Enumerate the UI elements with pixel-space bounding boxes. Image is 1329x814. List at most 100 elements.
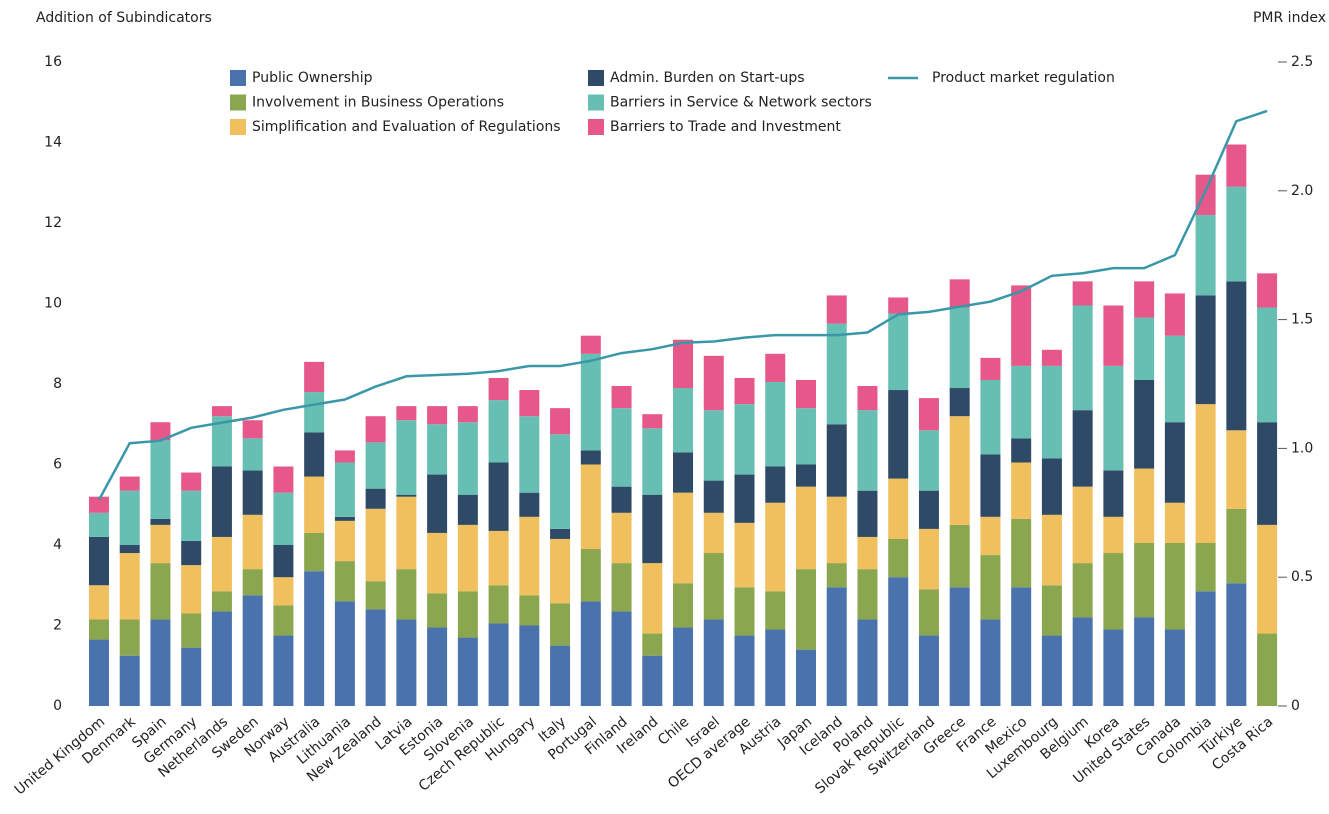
bar-segment [1195,591,1216,706]
bar-segment [795,649,816,706]
y2-tick-label: 1.0 [1291,440,1313,456]
bar-segment [673,388,694,453]
bar-segment [795,379,816,409]
bar-segment [795,464,816,487]
bar-segment [1134,542,1155,618]
bar-segment [334,450,355,463]
bar-segment [181,565,202,614]
bar-segment [765,381,786,467]
legend-label: Barriers in Service & Network sectors [610,95,872,111]
bar-segment [181,647,202,706]
bar-segment [888,577,909,706]
legend-label: Involvement in Business Operations [252,95,504,111]
bar-segment [1257,422,1278,525]
bar-segment [1011,285,1032,366]
bar-segment [1134,317,1155,380]
bar-segment [1195,214,1216,296]
bar-segment [1195,174,1216,215]
bar-segment [857,569,878,620]
bar-segment [1103,470,1124,517]
bar-segment [1164,629,1185,706]
y-tick-label: 2 [53,618,62,634]
bar-segment [304,532,325,572]
bar-segment [734,635,755,706]
bar-segment [181,472,202,491]
bar-segment [88,536,109,586]
bar-segment [88,639,109,706]
bar-segment [1226,186,1247,282]
bar-segment [980,357,1001,380]
bar-segment [1072,281,1093,306]
bar-segment [1011,518,1032,588]
bar-segment [1257,633,1278,706]
bar-segment [488,623,509,706]
bar-segment [396,619,417,706]
bar-segment [673,492,694,584]
bar-segment [949,416,970,525]
bar-segment [1072,410,1093,487]
bar-segment [580,464,601,550]
bar-segment [1072,305,1093,411]
bar-segment [1041,365,1062,459]
bar-segment [88,496,109,513]
bar-segment [550,408,571,435]
bar-segment [888,313,909,391]
bar-segment [334,516,355,521]
bar-segment [918,430,939,491]
bar-segment [273,492,294,545]
bar-segment [673,339,694,389]
bar-segment [181,490,202,541]
bar-segment [734,522,755,588]
bar-segment [857,386,878,411]
bar-segment [980,619,1001,706]
bar-segment [427,627,448,706]
bar-segment [580,353,601,451]
bar-segment [826,295,847,324]
bar-segment [242,420,263,439]
bar-segment [457,524,478,592]
bar-segment [457,637,478,706]
bar-segment [211,536,232,592]
bar-segment [1164,335,1185,423]
y2-tick-label: 0 [1291,698,1300,714]
bar-segment [611,563,632,612]
bar-segment [703,619,724,706]
bar-segment [980,516,1001,556]
bar-segment [242,470,263,515]
bar-segment [519,492,540,517]
y2-tick-label: 0.5 [1291,569,1313,585]
legend-swatch [230,119,246,135]
bar-segment [734,404,755,475]
bar-segment [334,601,355,706]
bar-segment [1103,305,1124,366]
bar-segment [734,377,755,405]
bar-segment [703,410,724,481]
bar-segment [242,438,263,471]
y-tick-label: 12 [44,215,62,231]
bar-segment [519,516,540,596]
bar-segment [857,410,878,491]
bar-segment [826,323,847,425]
bar-segment [580,601,601,706]
bar-segment [795,486,816,570]
bar-segment [396,406,417,421]
bar-segment [211,466,232,537]
y-tick-label: 10 [44,296,62,312]
bar-segment [1041,514,1062,586]
bar-segment [519,390,540,417]
bar-segment [119,490,140,545]
legend-label: Product market regulation [932,70,1115,86]
y-tick-label: 8 [53,376,62,392]
bar-segment [304,392,325,433]
bar-segment [980,379,1001,455]
y-axis-title: Addition of Subindicators [36,10,212,26]
bar-segment [242,595,263,706]
legend-swatch [588,94,604,111]
bar-segment [457,494,478,525]
bar-segment [242,569,263,596]
bar-segment [642,563,663,634]
bar-segment [1226,281,1247,431]
bar-segment [611,386,632,409]
bar-segment [888,538,909,578]
bar-segment [1041,458,1062,515]
